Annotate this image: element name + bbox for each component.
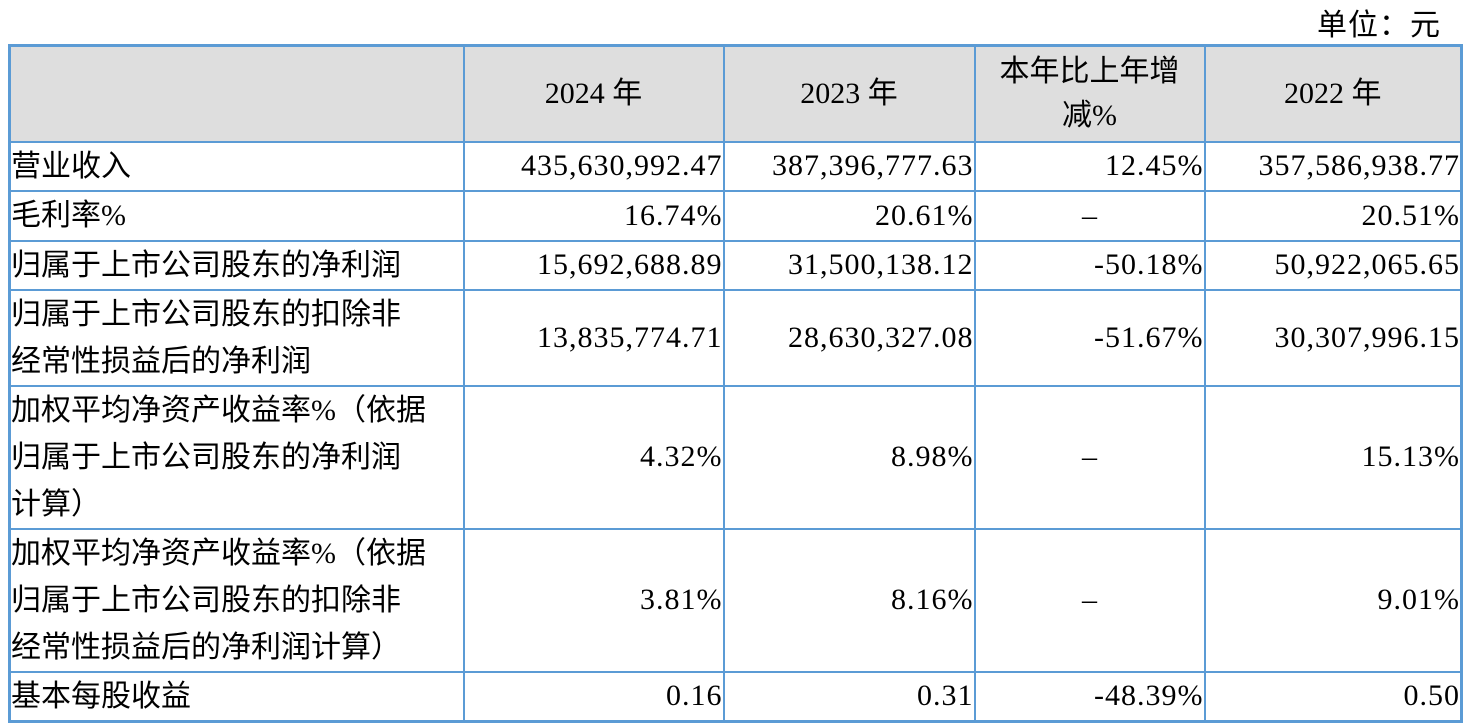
value-2024: 16.74% bbox=[462, 189, 725, 242]
value-2024: 435,630,992.47 bbox=[462, 140, 725, 192]
row-label: 归属于上市公司股东的净利润 bbox=[8, 239, 465, 291]
header-2023: 2023 年 bbox=[722, 44, 976, 143]
value-2022: 9.01% bbox=[1203, 527, 1463, 673]
table-row-operating-revenue: 营业收入 435,630,992.47 387,396,777.63 12.45… bbox=[8, 140, 1463, 192]
value-2022: 30,307,996.15 bbox=[1203, 288, 1463, 387]
value-2022: 20.51% bbox=[1203, 189, 1463, 242]
value-2023: 31,500,138.12 bbox=[722, 239, 976, 291]
row-label: 归属于上市公司股东的扣除非 经常性损益后的净利润 bbox=[8, 288, 465, 387]
value-yoy: -48.39% bbox=[973, 670, 1206, 723]
value-2022: 15.13% bbox=[1203, 384, 1463, 530]
key-financials-table: 2024 年 2023 年 本年比上年增 减% 2022 年 营业收入 435,… bbox=[8, 44, 1463, 723]
value-2024: 13,835,774.71 bbox=[462, 288, 725, 387]
header-row: 2024 年 2023 年 本年比上年增 减% 2022 年 bbox=[8, 44, 1463, 143]
value-yoy: -51.67% bbox=[973, 288, 1206, 387]
table-row-gross-margin: 毛利率% 16.74% 20.61% – 20.51% bbox=[8, 189, 1463, 242]
header-yoy-change: 本年比上年增 减% bbox=[973, 44, 1206, 143]
value-2024: 3.81% bbox=[462, 527, 725, 673]
value-2023: 0.31 bbox=[722, 670, 976, 723]
row-label: 营业收入 bbox=[8, 140, 465, 192]
value-yoy: – bbox=[973, 527, 1206, 673]
table-row-weighted-roe-net-profit: 加权平均净资产收益率%（依据 归属于上市公司股东的净利润 计算） 4.32% 8… bbox=[8, 384, 1463, 530]
table-row-weighted-roe-deducted: 加权平均净资产收益率%（依据 归属于上市公司股东的扣除非 经常性损益后的净利润计… bbox=[8, 527, 1463, 673]
value-yoy: -50.18% bbox=[973, 239, 1206, 291]
row-label: 毛利率% bbox=[8, 189, 465, 242]
value-2023: 8.98% bbox=[722, 384, 976, 530]
row-label: 基本每股收益 bbox=[8, 670, 465, 723]
value-2023: 20.61% bbox=[722, 189, 976, 242]
value-yoy: – bbox=[973, 384, 1206, 530]
value-2022: 357,586,938.77 bbox=[1203, 140, 1463, 192]
value-2022: 50,922,065.65 bbox=[1203, 239, 1463, 291]
unit-label: 单位：元 bbox=[1317, 9, 1441, 42]
value-yoy: – bbox=[973, 189, 1206, 242]
value-2023: 28,630,327.08 bbox=[722, 288, 976, 387]
header-item-column bbox=[8, 44, 465, 143]
header-2024: 2024 年 bbox=[462, 44, 725, 143]
value-2023: 8.16% bbox=[722, 527, 976, 673]
value-yoy: 12.45% bbox=[973, 140, 1206, 192]
value-2023: 387,396,777.63 bbox=[722, 140, 976, 192]
unit-row: 单位：元 bbox=[0, 0, 1467, 44]
row-label: 加权平均净资产收益率%（依据 归属于上市公司股东的净利润 计算） bbox=[8, 384, 465, 530]
value-2024: 0.16 bbox=[462, 670, 725, 723]
table-row-net-profit-attributable: 归属于上市公司股东的净利润 15,692,688.89 31,500,138.1… bbox=[8, 239, 1463, 291]
value-2022: 0.50 bbox=[1203, 670, 1463, 723]
header-2022: 2022 年 bbox=[1203, 44, 1463, 143]
value-2024: 4.32% bbox=[462, 384, 725, 530]
row-label: 加权平均净资产收益率%（依据 归属于上市公司股东的扣除非 经常性损益后的净利润计… bbox=[8, 527, 465, 673]
value-2024: 15,692,688.89 bbox=[462, 239, 725, 291]
table-row-basic-eps: 基本每股收益 0.16 0.31 -48.39% 0.50 bbox=[8, 670, 1463, 723]
table-row-net-profit-deducting-nonrecurring: 归属于上市公司股东的扣除非 经常性损益后的净利润 13,835,774.71 2… bbox=[8, 288, 1463, 387]
